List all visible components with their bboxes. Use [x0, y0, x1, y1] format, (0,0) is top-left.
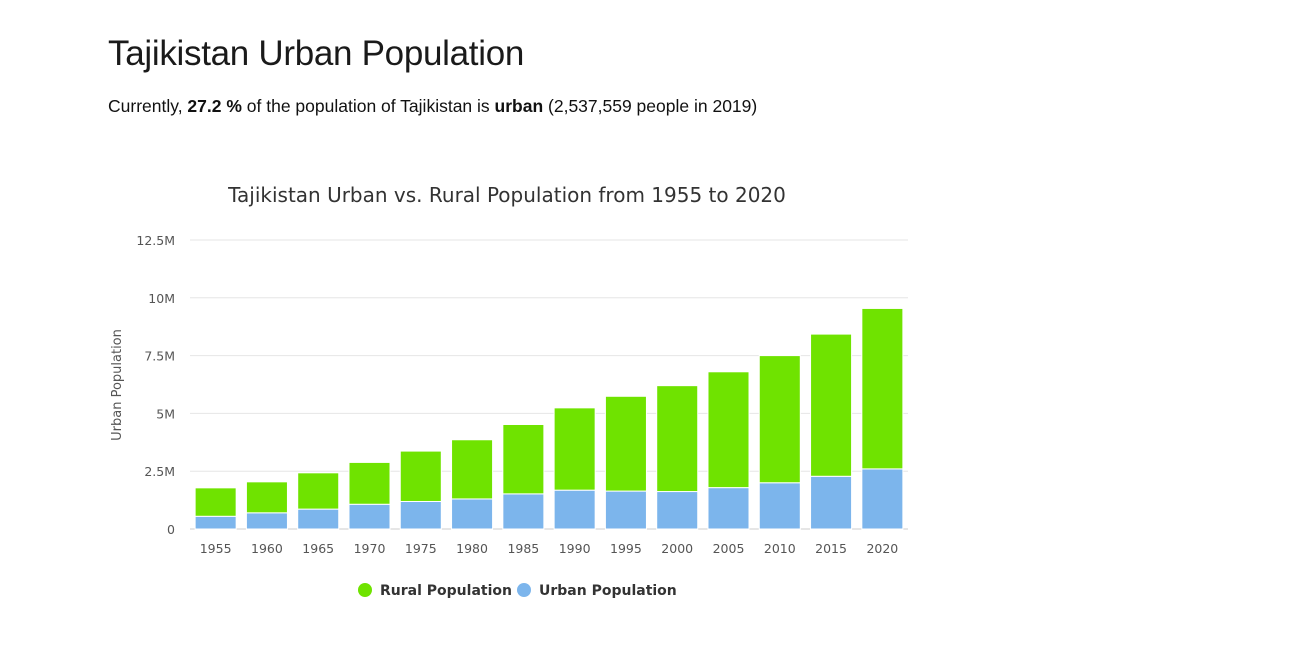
- y-tick-label: 12.5M: [136, 233, 175, 248]
- x-tick-label: 2015: [815, 541, 847, 556]
- urban-population-bar[interactable]: [810, 475, 853, 530]
- y-tick-label: 5M: [156, 406, 175, 421]
- x-tick-label: 2010: [764, 541, 796, 556]
- y-tick-label: 2.5M: [144, 464, 175, 479]
- x-tick-label: 1960: [251, 541, 283, 556]
- rural-population-bar[interactable]: [194, 487, 237, 517]
- x-tick-label: 1965: [302, 541, 334, 556]
- urban-population-bar[interactable]: [245, 512, 288, 530]
- urban-percent: 27.2 %: [187, 96, 242, 116]
- page-title: Tajikistan Urban Population: [108, 34, 525, 73]
- x-tick-label: 2000: [661, 541, 693, 556]
- summary-suffix: (2,537,559 people in 2019): [543, 96, 758, 116]
- y-axis-label: Urban Population: [110, 329, 125, 441]
- rural-population-bar[interactable]: [861, 307, 904, 470]
- legend-label: Urban Population: [539, 583, 677, 599]
- urban-population-bar[interactable]: [194, 515, 237, 530]
- rural-population-bar[interactable]: [810, 333, 853, 477]
- x-tick-label: 1975: [405, 541, 437, 556]
- chart-title: Tajikistan Urban vs. Rural Population fr…: [227, 183, 786, 207]
- urban-population-bar[interactable]: [604, 490, 647, 530]
- legend-item-rural-population[interactable]: Rural Population: [358, 583, 512, 599]
- y-tick-label: 7.5M: [144, 349, 175, 364]
- urban-population-bar[interactable]: [502, 493, 545, 530]
- summary-middle: of the population of Tajikistan is: [241, 96, 495, 116]
- urban-word: urban: [494, 96, 544, 116]
- x-tick-label: 1990: [559, 541, 591, 556]
- summary-prefix: Currently,: [108, 96, 188, 116]
- x-tick-label: 2005: [713, 541, 745, 556]
- rural-population-bar[interactable]: [348, 461, 391, 505]
- legend-marker: [517, 583, 531, 597]
- urban-population-bar[interactable]: [656, 491, 699, 530]
- urban-population-bar[interactable]: [758, 482, 801, 530]
- legend-marker: [358, 583, 372, 597]
- summary-text: Currently, 27.2 % of the population of T…: [108, 96, 757, 117]
- urban-population-bar[interactable]: [348, 503, 391, 530]
- urban-population-bar[interactable]: [297, 508, 340, 530]
- bars: [194, 307, 904, 530]
- legend-label: Rural Population: [380, 583, 512, 599]
- rural-population-bar[interactable]: [553, 407, 596, 491]
- urban-population-bar[interactable]: [399, 500, 442, 530]
- x-tick-label: 1970: [354, 541, 386, 556]
- rural-population-bar[interactable]: [707, 371, 750, 489]
- rural-population-bar[interactable]: [502, 423, 545, 495]
- x-tick-label: 1980: [456, 541, 488, 556]
- urban-population-bar[interactable]: [553, 489, 596, 530]
- rural-population-bar[interactable]: [758, 355, 801, 484]
- y-tick-label: 10M: [148, 291, 175, 306]
- y-axis-ticks: 0 2.5M 5M 7.5M 10M 12.5M: [136, 233, 175, 537]
- rural-population-bar[interactable]: [297, 472, 340, 510]
- x-tick-label: 1985: [507, 541, 539, 556]
- x-tick-label: 1995: [610, 541, 642, 556]
- rural-population-bar[interactable]: [451, 439, 494, 500]
- rural-population-bar[interactable]: [245, 481, 288, 514]
- legend-item-urban-population[interactable]: Urban Population: [517, 583, 677, 599]
- x-tick-label: 1955: [200, 541, 232, 556]
- rural-population-bar[interactable]: [399, 450, 442, 502]
- rural-population-bar[interactable]: [656, 385, 699, 493]
- urban-population-bar[interactable]: [707, 487, 750, 530]
- x-tick-label: 2020: [866, 541, 898, 556]
- x-axis-ticks: 1955 1960 1965 1970 1975 1980 1985 1990 1995 2000…: [200, 541, 899, 556]
- urban-population-bar[interactable]: [451, 498, 494, 530]
- urban-population-bar[interactable]: [861, 468, 904, 530]
- rural-population-bar[interactable]: [604, 395, 647, 492]
- legend[interactable]: Rural Population Urban Population: [358, 583, 677, 599]
- y-tick-label: 0: [167, 522, 175, 537]
